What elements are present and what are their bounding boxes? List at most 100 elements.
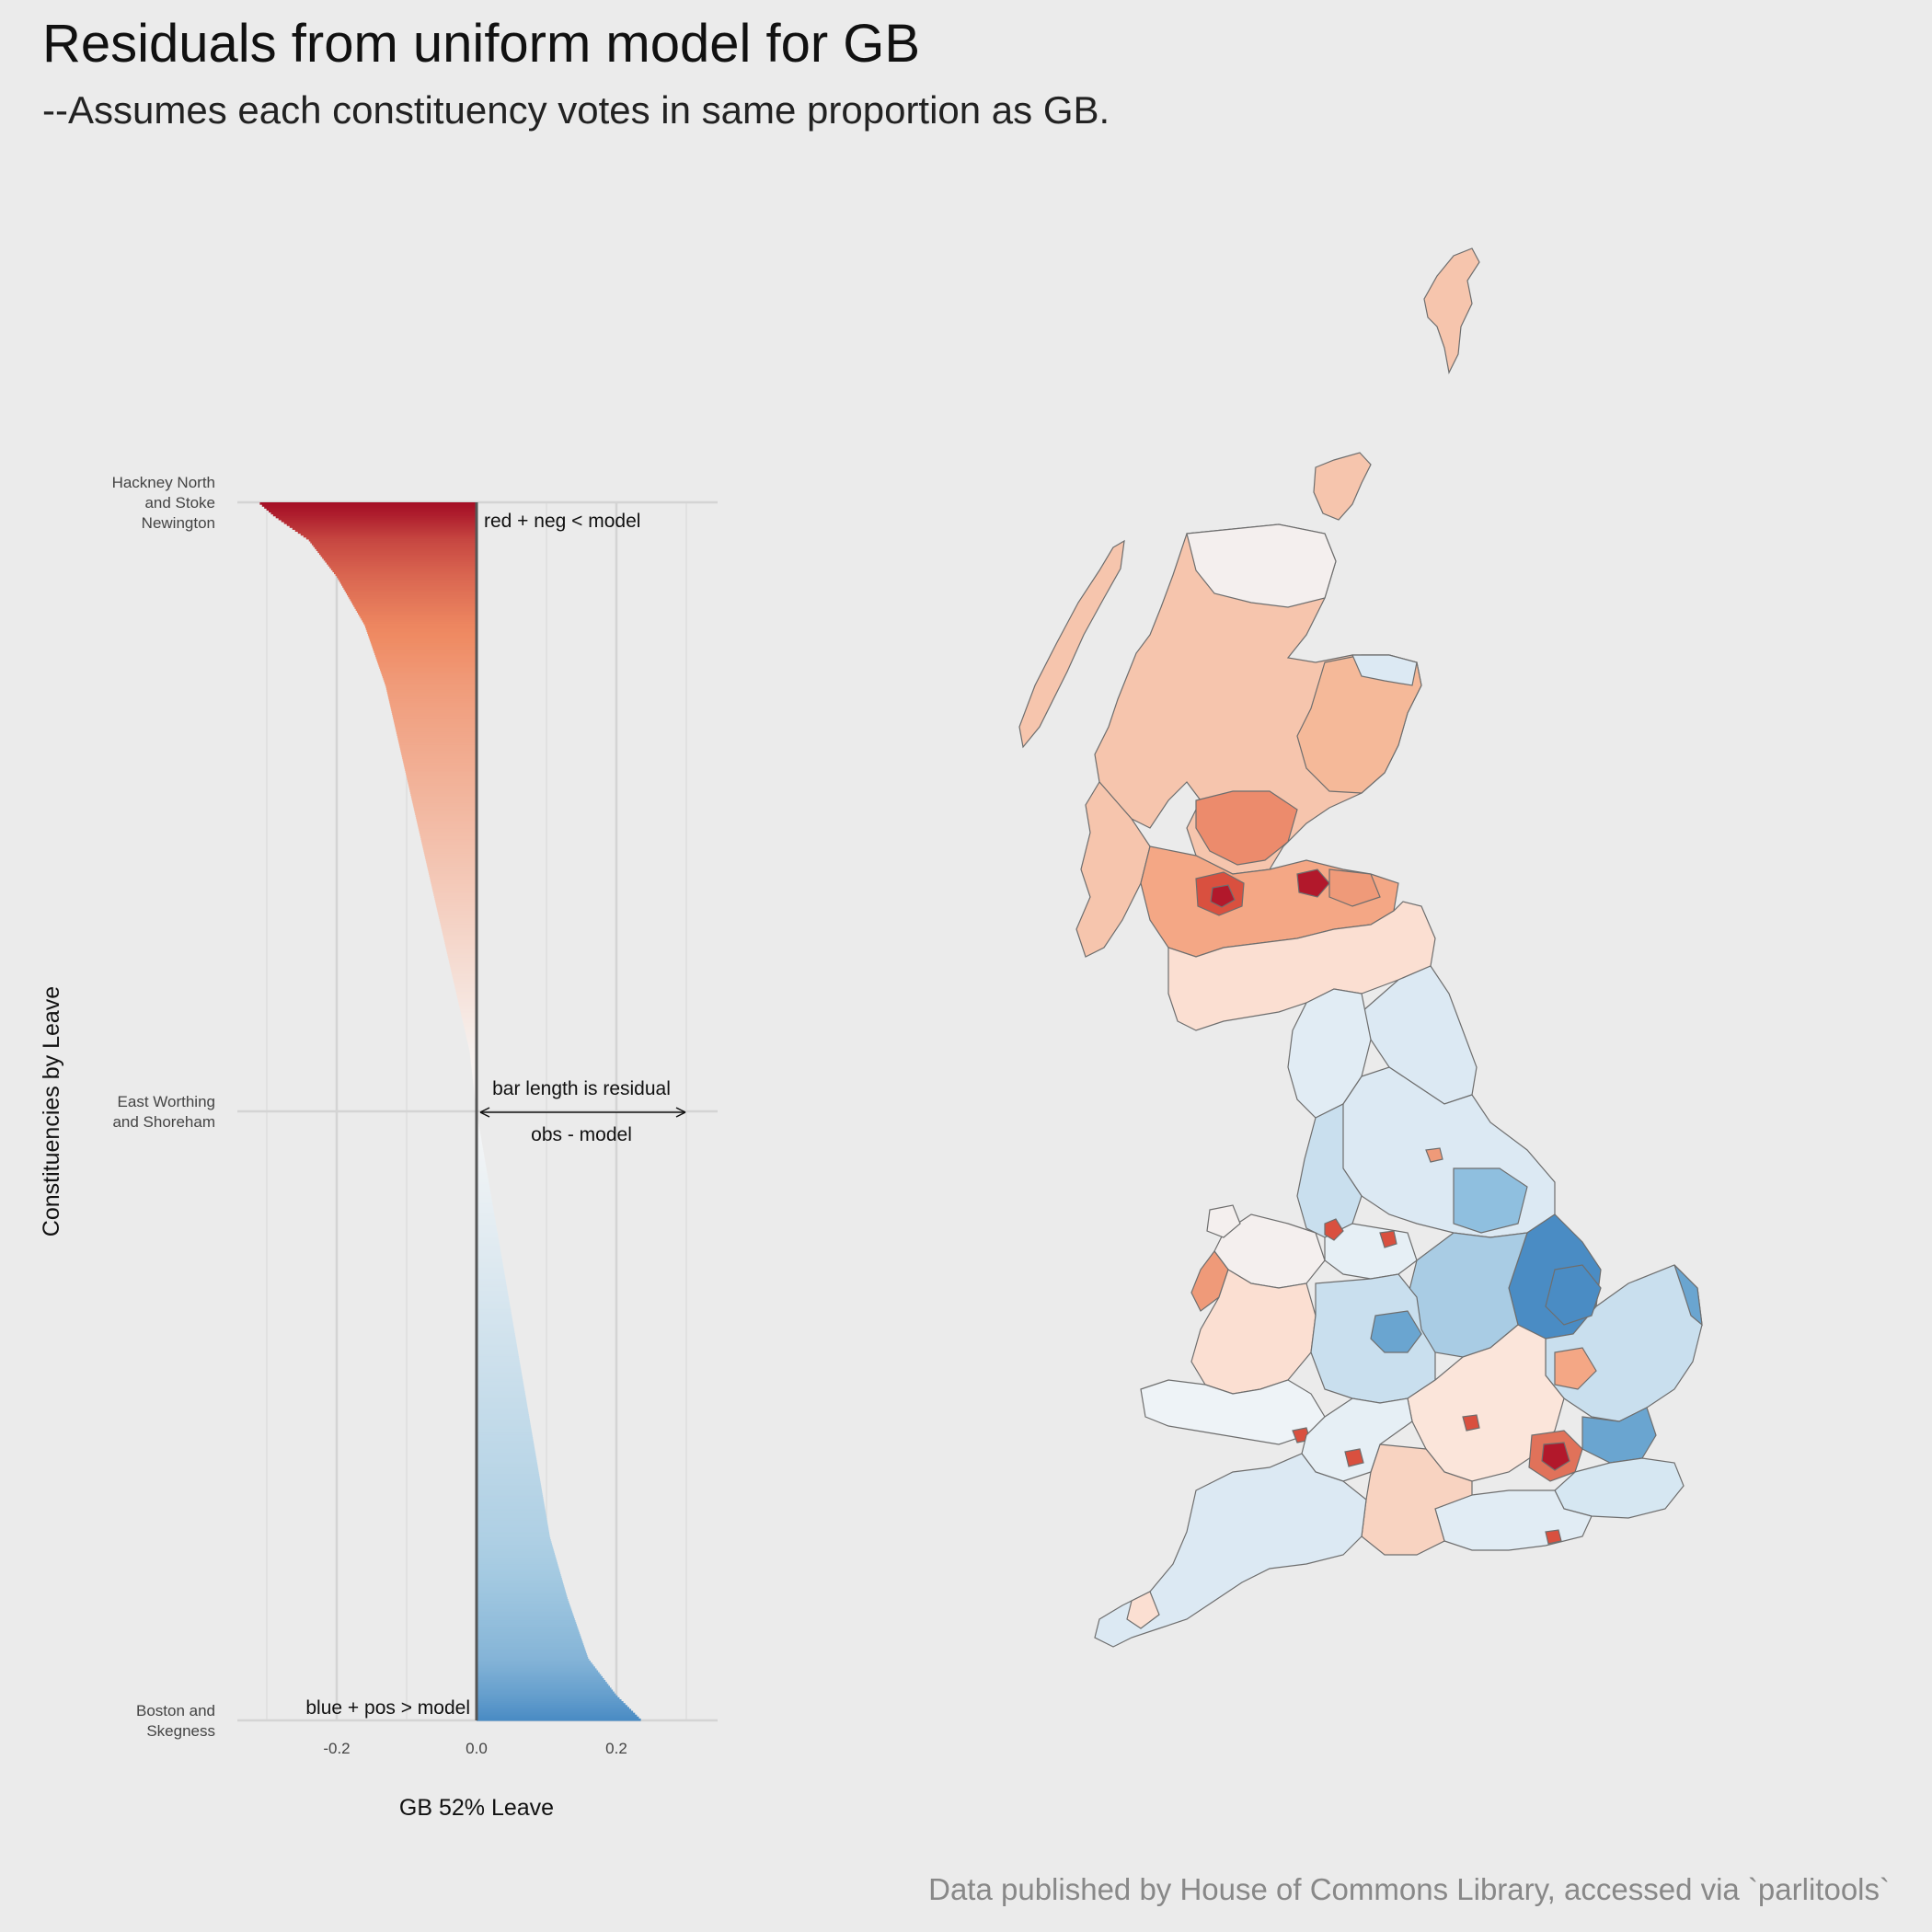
residual-bar — [477, 1147, 484, 1151]
residual-bar — [477, 1259, 502, 1262]
residual-bar — [326, 561, 477, 565]
residual-bar — [366, 629, 477, 632]
residual-bar — [477, 1710, 634, 1714]
residual-bar — [403, 762, 477, 765]
residual-bar — [477, 1441, 534, 1443]
residual-bar — [445, 947, 477, 950]
residual-bar — [477, 1639, 582, 1642]
residual-bar — [414, 811, 477, 813]
map-moray — [1351, 654, 1418, 686]
residual-bar — [477, 1714, 638, 1718]
residual-bar — [275, 515, 477, 519]
residual-bar — [477, 1279, 506, 1282]
residual-bar — [477, 1340, 517, 1343]
residual-bar — [269, 510, 477, 513]
residual-bar — [417, 820, 477, 823]
residual-bar — [438, 914, 477, 918]
residual-bar — [454, 980, 477, 983]
residual-bar — [440, 920, 477, 924]
residual-bar — [477, 1411, 529, 1415]
residual-bar — [477, 1654, 588, 1658]
residual-bar — [397, 739, 477, 742]
residual-bar — [371, 642, 477, 646]
residual-bar — [477, 1190, 490, 1193]
residual-bar — [477, 1353, 519, 1357]
residual-bar — [415, 812, 477, 815]
residual-bar — [283, 521, 477, 524]
residual-bar — [387, 693, 477, 696]
map-cornwall-west — [1126, 1591, 1160, 1629]
x-tick-label: 0.0 — [466, 1740, 488, 1757]
map-leeds — [1425, 1147, 1443, 1163]
map-cambridge — [1554, 1347, 1597, 1390]
residual-bar — [365, 626, 477, 628]
residual-bar — [414, 809, 477, 811]
residual-bar — [477, 1443, 535, 1446]
residual-bar — [477, 1398, 527, 1401]
residual-bar — [477, 1145, 483, 1149]
residual-bar — [477, 1379, 523, 1382]
residual-bar — [477, 1604, 570, 1607]
residual-bar — [427, 866, 477, 869]
residual-bar — [437, 911, 477, 914]
residual-bar — [379, 666, 477, 669]
residual-bar — [477, 1670, 599, 1673]
residual-bar — [477, 1261, 503, 1265]
residual-bar — [422, 845, 477, 848]
residual-bar — [408, 783, 477, 787]
residual-bar — [442, 927, 477, 931]
residual-bar — [477, 1267, 504, 1271]
residual-bar — [477, 1307, 512, 1311]
residual-bar — [477, 1219, 496, 1223]
residual-bar — [453, 976, 477, 980]
residual-bar — [385, 681, 477, 684]
residual-bar — [477, 1371, 522, 1374]
residual-bar — [471, 1066, 477, 1070]
residual-bar — [356, 610, 477, 614]
residual-bar — [454, 985, 477, 989]
residual-bar — [398, 741, 477, 744]
residual-bar — [477, 1637, 582, 1640]
residual-bar — [373, 649, 477, 651]
residual-bar — [477, 1585, 565, 1589]
residual-bar — [432, 890, 477, 892]
residual-bar — [332, 569, 477, 573]
residual-bar — [365, 627, 477, 630]
map-south-west — [1094, 1453, 1367, 1648]
residual-bar — [443, 937, 477, 941]
residual-bar — [477, 1215, 495, 1218]
map-lothian — [1328, 868, 1381, 907]
residual-bar — [477, 1339, 516, 1341]
residual-bar — [297, 531, 477, 535]
residual-bar — [477, 1228, 498, 1232]
residual-bar — [468, 1045, 477, 1049]
residual-bar — [477, 1643, 584, 1646]
residual-bar — [477, 1448, 535, 1452]
residual-bar — [477, 1205, 493, 1209]
residual-bar — [335, 573, 477, 577]
residual-bar — [398, 742, 477, 746]
residual-bar — [477, 1200, 492, 1203]
residual-bar — [405, 770, 477, 773]
x-axis-title: GB 52% Leave — [399, 1795, 554, 1821]
residual-bar — [477, 1444, 535, 1448]
source-caption: Data published by House of Commons Libra… — [928, 1872, 1890, 1906]
residual-bar — [477, 1434, 533, 1438]
residual-bar — [477, 1664, 594, 1667]
residual-bar — [477, 1246, 500, 1249]
residual-bar — [477, 1432, 533, 1436]
residual-bar — [423, 851, 477, 854]
residual-bar — [477, 1473, 540, 1477]
residual-bar — [477, 1316, 512, 1318]
residual-bar — [477, 1191, 491, 1195]
residual-bar — [477, 1547, 554, 1550]
residual-bar — [472, 1076, 477, 1079]
residual-bar — [477, 1319, 513, 1322]
residual-bar — [435, 903, 477, 906]
residual-bar — [394, 721, 477, 725]
residual-bar — [477, 1309, 512, 1313]
residual-bar — [407, 776, 477, 779]
residual-bar — [477, 1149, 484, 1153]
residual-bar — [420, 837, 477, 841]
residual-bar — [477, 1418, 530, 1420]
